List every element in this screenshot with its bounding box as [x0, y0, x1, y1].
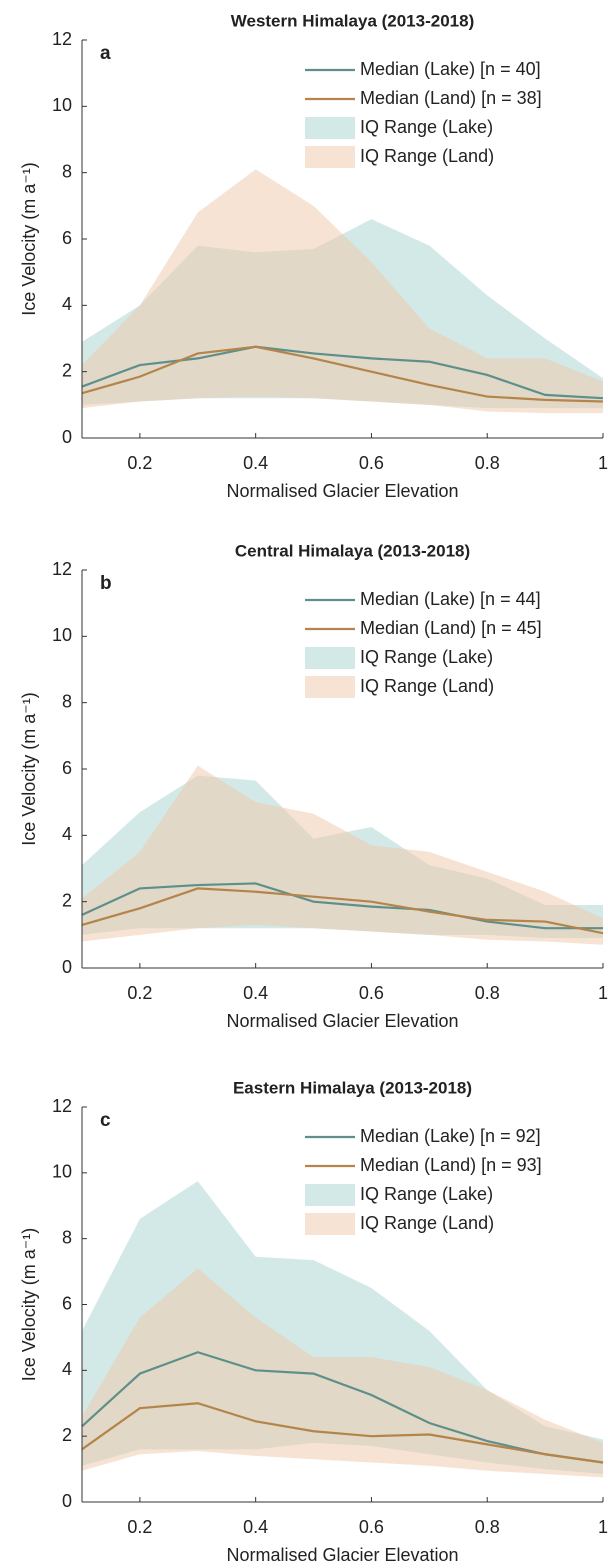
- y-tick-label: 4: [62, 294, 72, 314]
- panel-label: c: [100, 1110, 111, 1131]
- y-tick-label: 10: [52, 95, 72, 115]
- chart-title: Central Himalaya (2013-2018): [235, 541, 470, 560]
- legend-label: Median (Land) [n = 45]: [360, 618, 542, 638]
- legend-label: Median (Lake) [n = 44]: [360, 589, 541, 609]
- x-tick-label: 0.2: [127, 1517, 152, 1537]
- x-axis-label: Normalised Glacier Elevation: [226, 481, 458, 501]
- x-tick-label: 1: [598, 453, 608, 473]
- x-tick-label: 0.6: [359, 1517, 384, 1537]
- x-tick-label: 0.4: [243, 983, 268, 1003]
- legend-swatch: [305, 647, 355, 669]
- x-tick-label: 1: [598, 983, 608, 1003]
- y-tick-label: 10: [52, 625, 72, 645]
- median-line: [81, 345, 604, 403]
- iq-range: [82, 765, 603, 945]
- y-tick-label: 0: [62, 427, 72, 447]
- y-tick-label: 6: [62, 1293, 72, 1313]
- legend-swatch: [305, 117, 355, 139]
- y-tick-label: 2: [62, 360, 72, 380]
- x-tick-label: 0.2: [127, 453, 152, 473]
- x-tick-label: 0.8: [475, 1517, 500, 1537]
- iq-range: [82, 1268, 603, 1478]
- legend-label: IQ Range (Lake): [360, 1184, 493, 1204]
- legend-label: IQ Range (Lake): [360, 117, 493, 137]
- legend-label: IQ Range (Land): [360, 1213, 494, 1233]
- x-tick-label: 0.6: [359, 453, 384, 473]
- x-tick-label: 0.8: [475, 453, 500, 473]
- median-line: [81, 887, 604, 935]
- chart-title: Western Himalaya (2013-2018): [231, 11, 475, 30]
- x-tick-label: 0.2: [127, 983, 152, 1003]
- legend-label: Median (Lake) [n = 40]: [360, 59, 541, 79]
- panel-label: b: [100, 573, 112, 594]
- x-axis-label: Normalised Glacier Elevation: [226, 1011, 458, 1031]
- y-tick-label: 8: [62, 1227, 72, 1247]
- y-axis-label: Ice Velocity (m a⁻¹): [19, 692, 39, 846]
- y-tick-label: 8: [62, 161, 72, 181]
- y-tick-label: 6: [62, 228, 72, 248]
- legend-label: IQ Range (Lake): [360, 647, 493, 667]
- y-tick-label: 2: [62, 1425, 72, 1445]
- median-line: [81, 1351, 604, 1464]
- y-tick-label: 12: [52, 29, 72, 49]
- y-tick-label: 0: [62, 957, 72, 977]
- x-tick-label: 0.6: [359, 983, 384, 1003]
- legend-swatch: [305, 146, 355, 168]
- x-tick-label: 0.4: [243, 1517, 268, 1537]
- legend-label: Median (Land) [n = 38]: [360, 88, 542, 108]
- x-tick-label: 1: [598, 1517, 608, 1537]
- legend-label: IQ Range (Land): [360, 676, 494, 696]
- iq-range: [82, 169, 603, 414]
- y-tick-label: 2: [62, 890, 72, 910]
- y-axis-label: Ice Velocity (m a⁻¹): [19, 162, 39, 316]
- legend-swatch: [305, 1184, 355, 1206]
- legend-label: Median (Land) [n = 93]: [360, 1155, 542, 1175]
- median-line: [81, 882, 603, 930]
- y-tick-label: 0: [62, 1491, 72, 1511]
- y-tick-label: 12: [52, 559, 72, 579]
- y-tick-label: 6: [62, 758, 72, 778]
- y-tick-label: 12: [52, 1096, 72, 1116]
- x-tick-label: 0.4: [243, 453, 268, 473]
- x-tick-label: 0.8: [475, 983, 500, 1003]
- panel-label: a: [100, 43, 111, 64]
- y-tick-label: 8: [62, 691, 72, 711]
- legend-label: IQ Range (Land): [360, 146, 494, 166]
- legend-swatch: [305, 1213, 355, 1235]
- y-tick-label: 4: [62, 1359, 72, 1379]
- legend-label: Median (Lake) [n = 92]: [360, 1126, 541, 1146]
- chart-title: Eastern Himalaya (2013-2018): [233, 1078, 472, 1097]
- median-line: [81, 345, 604, 400]
- y-tick-label: 10: [52, 1162, 72, 1182]
- y-axis-label: Ice Velocity (m a⁻¹): [19, 1228, 39, 1382]
- legend-swatch: [305, 676, 355, 698]
- x-axis-label: Normalised Glacier Elevation: [226, 1545, 458, 1565]
- y-tick-label: 4: [62, 824, 72, 844]
- median-line: [81, 1402, 604, 1464]
